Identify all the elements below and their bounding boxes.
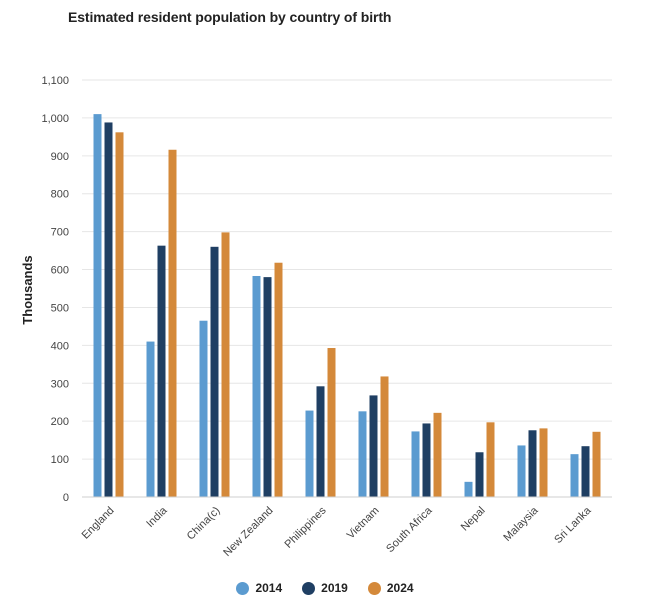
legend-label: 2014 <box>255 581 283 595</box>
x-tick-label: Philippines <box>283 504 329 550</box>
y-tick-label: 600 <box>51 265 69 277</box>
bar-2019-england <box>104 122 113 497</box>
x-tick-label: England <box>80 505 117 542</box>
bar-2014-sri-lanka <box>570 454 579 497</box>
bar-2019-india <box>157 245 166 497</box>
y-tick-label: 400 <box>51 340 69 352</box>
bars <box>93 114 601 498</box>
bar-2019-china-c- <box>210 246 219 497</box>
y-tick-label: 700 <box>51 227 69 239</box>
bar-2024-china-c- <box>221 232 230 498</box>
x-tick-label: New Zealand <box>221 505 275 559</box>
bar-2014-south-africa <box>411 431 420 497</box>
legend-swatch <box>236 581 250 595</box>
bar-2019-new-zealand <box>263 277 272 497</box>
bar-2024-new-zealand <box>274 262 283 497</box>
legend-item-2019[interactable]: 2019 <box>302 581 348 595</box>
x-tick-label: Sri Lanka <box>552 504 594 546</box>
bar-2014-vietnam <box>358 411 367 497</box>
bar-2014-india <box>146 341 155 497</box>
legend-swatch <box>367 581 381 595</box>
bar-2024-sri-lanka <box>592 431 601 497</box>
bar-2024-malaysia <box>539 428 548 497</box>
x-tick-label: South Africa <box>384 504 435 555</box>
bar-2019-sri-lanka <box>581 446 590 497</box>
y-tick-label: 900 <box>51 151 69 163</box>
x-tick-label: India <box>144 504 170 530</box>
legend-item-2014[interactable]: 2014 <box>236 581 282 595</box>
y-tick-label: 0 <box>63 492 69 504</box>
bar-2024-philippines <box>327 348 336 497</box>
bar-2024-india <box>168 149 177 497</box>
legend-label: 2024 <box>386 581 414 595</box>
bar-2019-south-africa <box>422 423 431 497</box>
y-tick-label: 100 <box>51 454 69 466</box>
bar-2014-nepal <box>464 481 473 497</box>
y-tick-label: 1,000 <box>41 113 69 125</box>
bar-2014-china-c- <box>199 320 208 497</box>
x-tick-label: Malaysia <box>501 504 541 544</box>
bar-2024-south-africa <box>433 412 442 497</box>
bar-2024-england <box>115 132 124 497</box>
bar-2019-vietnam <box>369 395 378 497</box>
legend-label: 2019 <box>321 581 348 595</box>
bar-2019-philippines <box>316 386 325 497</box>
legend: 2014 2019 2024 <box>0 578 650 598</box>
chart-title: Estimated resident population by country… <box>68 9 392 25</box>
bar-2024-vietnam <box>380 376 389 497</box>
bar-2014-philippines <box>305 410 314 497</box>
bar-2024-nepal <box>486 422 495 497</box>
y-axis-ticks: 0 100 200 300 400 500 600 700 800 900 1,000 1,100 <box>41 75 69 504</box>
legend-swatch <box>302 581 316 595</box>
bar-2019-nepal <box>475 452 484 497</box>
x-tick-label: China(c) <box>185 505 223 543</box>
y-tick-label: 200 <box>51 416 69 428</box>
x-tick-label: Vietnam <box>345 505 382 542</box>
x-tick-label: Nepal <box>459 505 488 534</box>
bar-2014-england <box>93 114 102 498</box>
y-axis-title: Thousands <box>20 255 35 324</box>
bar-2014-new-zealand <box>252 275 261 497</box>
y-tick-label: 300 <box>51 378 69 390</box>
bar-2014-malaysia <box>517 445 526 497</box>
bar-2019-malaysia <box>528 430 537 497</box>
x-axis-ticks: England India China(c)New Zealand Philippin… <box>80 504 595 559</box>
y-tick-label: 800 <box>51 189 69 201</box>
legend-item-2024[interactable]: 2024 <box>367 581 414 595</box>
y-tick-label: 500 <box>51 302 69 314</box>
bar-chart: 0 100 200 300 400 500 600 700 800 900 1,000 1,100 T… <box>20 75 612 559</box>
y-tick-label: 1,100 <box>41 75 69 87</box>
